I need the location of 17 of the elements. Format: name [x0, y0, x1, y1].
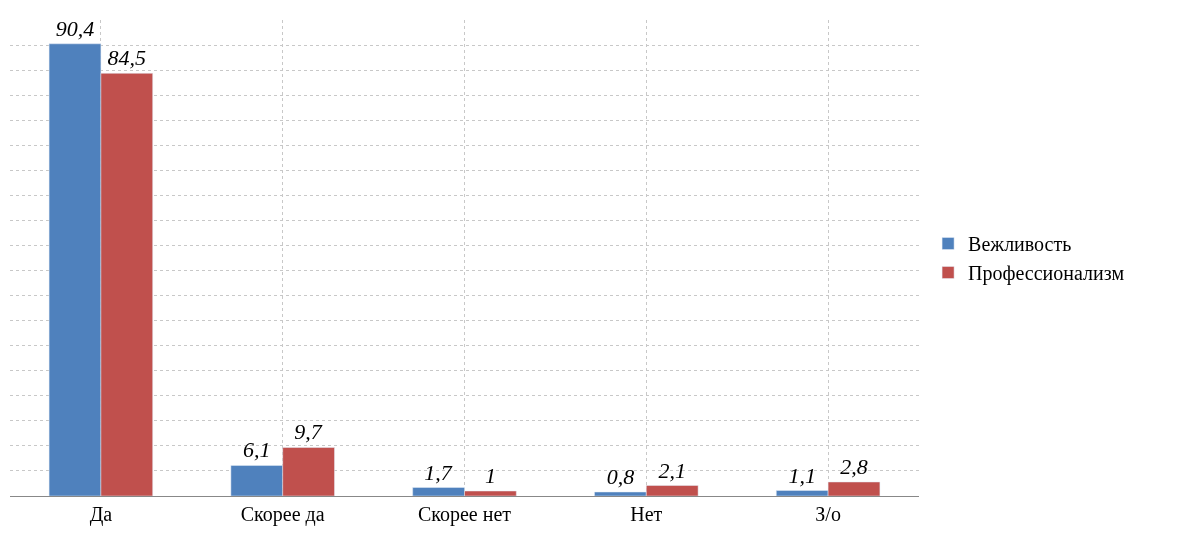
- x-tick-label: Скорее да: [240, 503, 325, 526]
- data-label: 2,8: [840, 453, 868, 479]
- data-label: 6,1: [243, 437, 271, 463]
- data-label: 2,1: [658, 457, 686, 483]
- data-label: 1,7: [424, 459, 453, 485]
- x-tick-label: З/о: [815, 503, 841, 525]
- x-tick-label: Нет: [630, 503, 663, 525]
- data-label: 1: [484, 463, 496, 488]
- data-label: 0,8: [606, 464, 635, 489]
- x-tick-label: Да: [89, 503, 113, 526]
- legend-label: Вежливость: [968, 233, 1072, 256]
- x-tick-label: Скорее нет: [417, 503, 512, 526]
- data-label: 9,7: [294, 419, 323, 445]
- legend-label: Профессионализм: [968, 262, 1125, 286]
- data-label: 90,4: [55, 15, 95, 41]
- data-label: 1,1: [788, 462, 816, 488]
- data-label: 84,5: [107, 45, 147, 71]
